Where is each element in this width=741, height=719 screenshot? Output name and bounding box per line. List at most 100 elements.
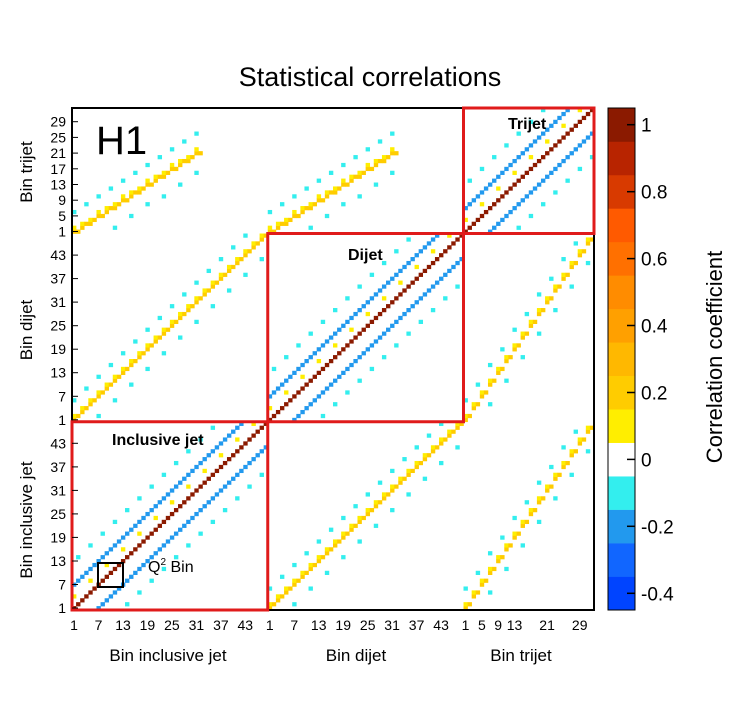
matrix-cell: [84, 570, 89, 575]
matrix-cell: [414, 300, 419, 305]
matrix-cell: [373, 339, 379, 344]
matrix-cell: [267, 209, 273, 215]
matrix-cell: [369, 296, 375, 301]
matrix-cell: [328, 170, 334, 175]
matrix-cell: [108, 382, 114, 387]
matrix-cell: [182, 292, 187, 297]
matrix-cell: [316, 198, 322, 203]
x-tick-label: 21: [539, 617, 555, 633]
matrix-cell: [243, 464, 248, 470]
matrix-cell: [304, 206, 309, 211]
matrix-cell: [308, 402, 313, 407]
matrix-cell: [251, 457, 256, 462]
matrix-cell: [202, 468, 207, 474]
matrix-cell: [549, 484, 554, 489]
matrix-cell: [296, 366, 301, 372]
matrix-cell: [353, 174, 358, 179]
y-tick-label: 19: [50, 341, 66, 357]
matrix-cell: [178, 480, 183, 485]
matrix-cell: [324, 386, 330, 391]
matrix-cell: [169, 323, 175, 328]
matrix-cell: [589, 237, 595, 242]
matrix-cell: [549, 147, 554, 152]
matrix-cell: [100, 555, 105, 560]
matrix-cell: [365, 147, 371, 152]
matrix-cell: [349, 523, 354, 528]
matrix-cell: [561, 111, 566, 117]
matrix-cell: [328, 335, 334, 340]
matrix-cell: [381, 308, 387, 313]
matrix-cell: [381, 296, 387, 301]
matrix-cell: [504, 359, 509, 364]
matrix-cell: [369, 508, 375, 513]
matrix-cell: [96, 209, 101, 215]
x-tick-label: 37: [213, 617, 229, 633]
matrix-cell: [471, 594, 477, 599]
matrix-cell: [296, 413, 301, 419]
matrix-cell: [540, 308, 546, 313]
matrix-cell: [173, 555, 179, 560]
matrix-cell: [569, 449, 574, 454]
matrix-cell: [536, 292, 542, 297]
matrix-cell: [157, 315, 163, 321]
matrix-cell: [137, 519, 142, 525]
matrix-cell: [447, 245, 452, 250]
matrix-cell: [475, 217, 481, 223]
matrix-cell: [536, 496, 542, 501]
matrix-cell: [341, 535, 346, 540]
matrix-cell: [161, 472, 167, 477]
y-tick-label: 13: [50, 177, 66, 193]
matrix-cell: [120, 535, 126, 540]
matrix-cell: [500, 366, 505, 372]
matrix-cell: [112, 590, 118, 595]
matrix-cell: [324, 551, 330, 556]
matrix-cell: [120, 547, 126, 552]
matrix-cell: [104, 386, 110, 391]
matrix-cell: [304, 570, 309, 575]
matrix-cell: [520, 174, 525, 179]
matrix-cell: [96, 194, 101, 199]
matrix-cell: [100, 390, 105, 395]
matrix-cell: [186, 519, 191, 525]
matrix-cell: [320, 390, 326, 395]
matrix-cell: [259, 257, 264, 262]
matrix-cell: [545, 151, 550, 156]
matrix-cell: [487, 402, 493, 407]
matrix-cell: [324, 339, 330, 344]
matrix-cell: [536, 519, 542, 525]
matrix-cell: [263, 445, 269, 450]
matrix-cell: [390, 276, 395, 281]
matrix-cell: [373, 504, 379, 509]
matrix-cell: [467, 225, 472, 230]
matrix-cell: [540, 496, 546, 501]
matrix-cell: [516, 131, 521, 136]
matrix-cell: [104, 382, 110, 387]
matrix-cell: [512, 343, 517, 348]
matrix-cell: [557, 162, 562, 168]
matrix-cell: [545, 300, 550, 305]
matrix-cell: [112, 566, 118, 572]
matrix-cell: [120, 194, 126, 199]
matrix-cell: [528, 143, 534, 148]
matrix-cell: [145, 559, 150, 564]
matrix-cell: [520, 198, 525, 203]
matrix-cell: [173, 531, 179, 536]
matrix-cell: [528, 213, 534, 219]
matrix-cell: [463, 602, 468, 607]
matrix-cell: [104, 209, 110, 215]
matrix-cell: [186, 304, 191, 309]
matrix-cell: [226, 288, 232, 293]
matrix-cell: [145, 366, 150, 372]
matrix-cell: [447, 429, 452, 434]
matrix-cell: [508, 543, 513, 548]
colorbar: 1 0.8 0.6 0.4 0.2 0 -0.2 -0.4: [607, 107, 674, 611]
experiment-label: H1: [96, 119, 147, 163]
block-label-trijet: Trijet: [508, 116, 547, 133]
matrix-cell: [251, 245, 256, 250]
matrix-cell: [157, 500, 163, 505]
matrix-cell: [475, 194, 481, 199]
matrix-cell: [169, 304, 175, 309]
matrix-cell: [418, 460, 424, 466]
matrix-cell: [304, 186, 309, 191]
matrix-cell: [504, 213, 509, 219]
